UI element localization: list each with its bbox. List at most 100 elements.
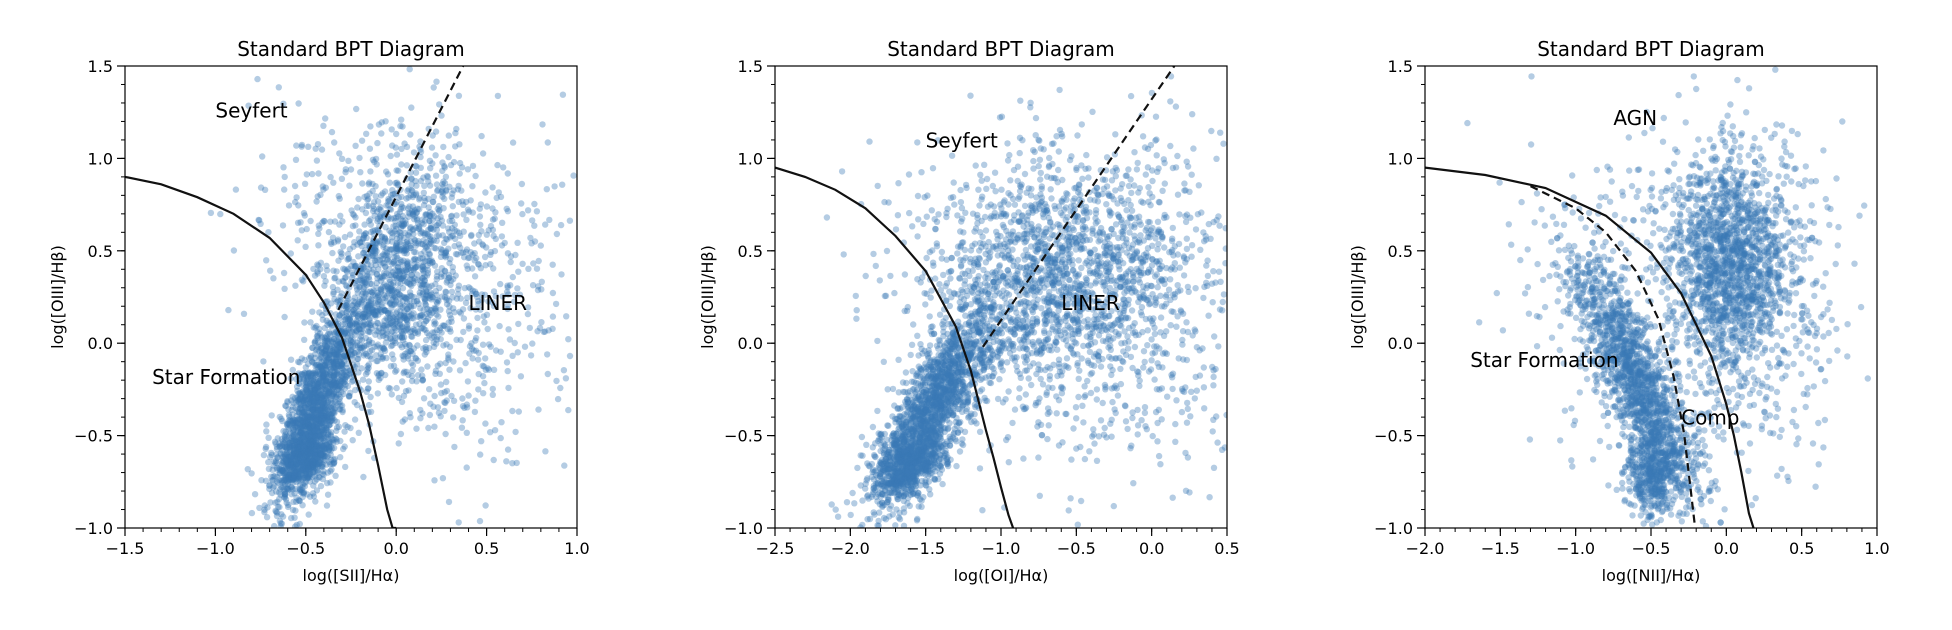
data-point xyxy=(279,438,287,445)
data-point xyxy=(308,397,315,404)
data-point xyxy=(317,368,324,375)
data-point xyxy=(318,348,325,356)
data-point xyxy=(319,394,326,401)
data-point xyxy=(285,444,293,451)
data-point xyxy=(342,274,350,281)
data-point xyxy=(307,412,314,420)
data-point xyxy=(261,502,268,509)
data-point xyxy=(355,310,363,318)
data-point xyxy=(496,322,503,330)
data-point xyxy=(313,361,320,369)
data-point xyxy=(306,399,314,406)
data-point xyxy=(322,416,330,423)
data-point xyxy=(373,284,380,291)
data-point xyxy=(314,460,321,467)
data-point xyxy=(396,334,404,341)
data-point xyxy=(345,313,353,320)
data-point xyxy=(294,457,302,465)
data-point xyxy=(333,354,340,361)
data-point xyxy=(333,346,341,353)
data-point xyxy=(375,311,382,318)
data-point xyxy=(332,364,340,371)
data-point xyxy=(315,458,323,466)
data-point xyxy=(326,371,333,378)
data-point xyxy=(296,497,303,504)
data-point xyxy=(328,357,336,365)
data-point xyxy=(475,386,482,393)
data-point xyxy=(313,430,320,438)
data-point xyxy=(305,404,312,411)
data-point xyxy=(399,378,406,385)
data-point xyxy=(424,329,431,337)
data-point xyxy=(448,288,456,295)
data-point xyxy=(296,453,303,460)
data-point xyxy=(338,155,346,162)
data-point xyxy=(338,359,345,367)
data-point xyxy=(326,376,333,383)
data-point xyxy=(287,463,295,471)
data-point xyxy=(310,324,317,331)
data-point xyxy=(507,258,514,266)
data-point xyxy=(314,381,321,388)
data-point xyxy=(553,230,561,238)
data-point xyxy=(281,481,288,488)
data-point xyxy=(314,419,322,426)
data-point xyxy=(327,368,334,376)
data-point xyxy=(445,356,452,363)
bpt-panel-2: −2.5 −2.0 −1.5 −1.0 −0.5 0.0 0.5−1.0−0.50.00.5… xyxy=(698,37,1240,585)
data-point xyxy=(854,464,861,472)
data-point xyxy=(293,383,301,390)
data-point xyxy=(489,205,496,212)
data-point xyxy=(306,393,313,401)
data-point xyxy=(285,426,292,433)
data-point xyxy=(298,404,305,411)
data-point xyxy=(349,222,357,230)
data-point xyxy=(314,385,321,392)
data-point xyxy=(283,499,290,506)
data-point xyxy=(310,460,317,468)
data-point xyxy=(387,152,394,160)
data-point xyxy=(309,344,316,351)
data-point xyxy=(301,415,308,422)
data-point xyxy=(322,352,329,359)
data-point xyxy=(336,406,343,413)
data-point xyxy=(286,471,293,478)
data-point xyxy=(406,66,413,73)
data-point xyxy=(363,388,370,395)
data-point xyxy=(325,404,332,411)
data-point xyxy=(286,448,293,456)
region-label: Seyfert xyxy=(215,99,287,123)
data-point xyxy=(361,342,368,350)
data-point xyxy=(323,371,330,378)
data-point xyxy=(278,462,285,469)
data-point xyxy=(553,377,560,385)
data-point xyxy=(395,181,402,188)
data-point xyxy=(299,390,306,398)
data-point xyxy=(297,393,305,400)
data-point xyxy=(374,139,381,147)
data-point xyxy=(314,380,322,388)
data-point xyxy=(398,344,406,351)
data-point xyxy=(304,434,312,441)
x-tick-label: 0.5 xyxy=(474,539,499,558)
data-point xyxy=(335,400,342,407)
data-point xyxy=(481,319,488,326)
data-point xyxy=(379,355,386,362)
data-point xyxy=(344,315,352,322)
data-point xyxy=(311,339,318,346)
data-point xyxy=(441,239,448,246)
data-point xyxy=(299,409,306,416)
data-point xyxy=(303,464,310,471)
data-point xyxy=(431,318,438,325)
data-point xyxy=(503,458,510,465)
data-point xyxy=(533,208,541,215)
data-point xyxy=(292,156,300,163)
data-point xyxy=(263,421,270,428)
data-point xyxy=(498,233,506,240)
data-point xyxy=(450,158,458,166)
data-point xyxy=(307,217,314,225)
data-point xyxy=(436,207,443,214)
data-point xyxy=(330,359,337,366)
data-point xyxy=(318,451,325,459)
data-point xyxy=(309,394,316,401)
